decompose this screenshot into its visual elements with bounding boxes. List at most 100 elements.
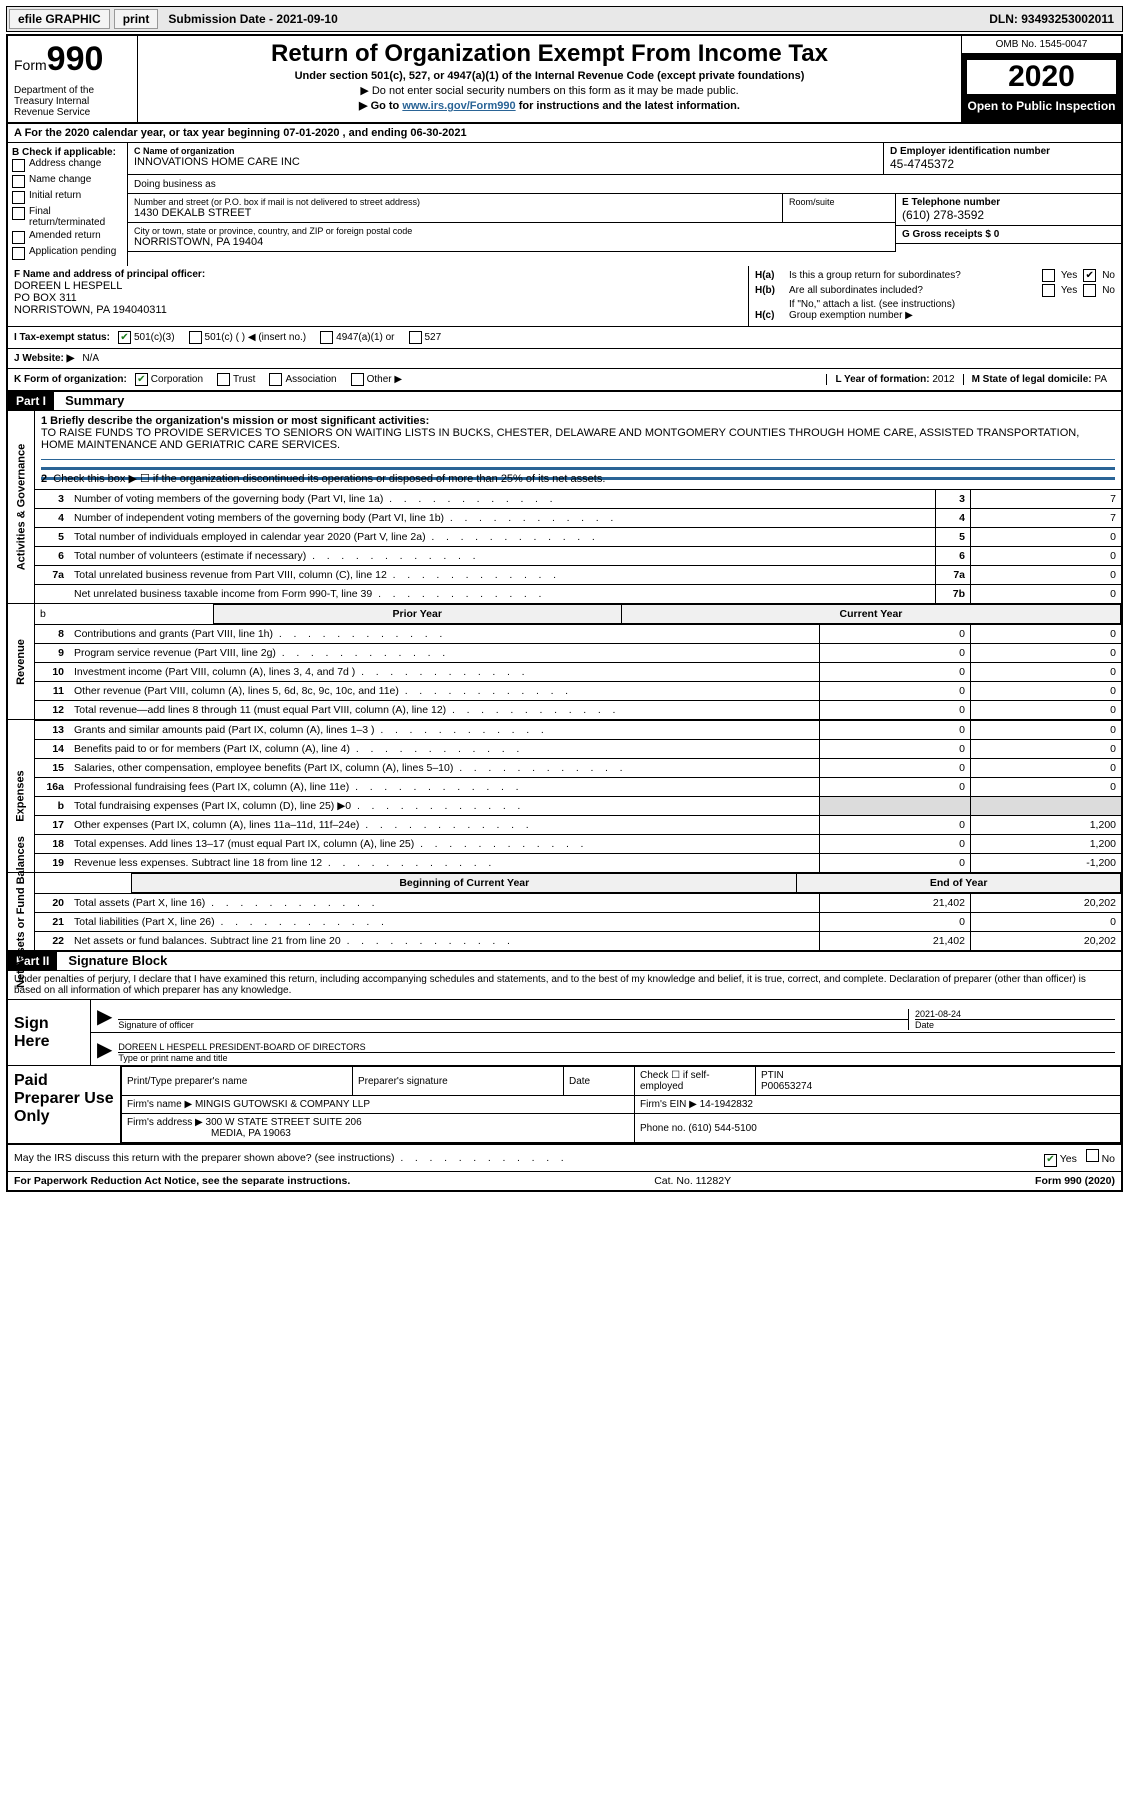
- officer-addr2: NORRISTOWN, PA 194040311: [14, 304, 742, 316]
- prep-name-label: Print/Type preparer's name: [122, 1067, 353, 1096]
- current-year-header: Current Year: [621, 605, 1120, 624]
- ein-value: 45-4745372: [890, 157, 1115, 171]
- part-i-title: Summary: [57, 391, 132, 410]
- hb-no-checkbox[interactable]: [1083, 284, 1096, 297]
- top-toolbar: efile GRAPHIC print Submission Date - 20…: [6, 6, 1123, 32]
- part-i-header: Part I: [8, 392, 54, 410]
- vtab-governance: Activities & Governance: [15, 444, 27, 571]
- officer-label: F Name and address of principal officer:: [14, 269, 742, 280]
- blank-lines: [41, 457, 1115, 460]
- footer-right: Form 990 (2020): [1035, 1175, 1115, 1187]
- table-row: Net unrelated business taxable income fr…: [35, 585, 1121, 604]
- checkbox-amended-return[interactable]: [12, 231, 25, 244]
- checkbox-name-change[interactable]: [12, 175, 25, 188]
- ha-yes-checkbox[interactable]: [1042, 269, 1055, 282]
- table-row: 5 Total number of individuals employed i…: [35, 528, 1121, 547]
- vtab-revenue: Revenue: [15, 639, 27, 685]
- checkbox-address-change[interactable]: [12, 159, 25, 172]
- instructions-link[interactable]: www.irs.gov/Form990: [402, 100, 515, 112]
- table-row: 20 Total assets (Part X, line 16) 21,402…: [35, 894, 1121, 913]
- sig-date-label: Date: [915, 1019, 1115, 1030]
- irs-discuss-text: May the IRS discuss this return with the…: [14, 1152, 395, 1164]
- table-row: 6 Total number of volunteers (estimate i…: [35, 547, 1121, 566]
- signature-arrow-icon: ▶: [97, 1004, 112, 1029]
- telephone-label: E Telephone number: [902, 197, 1115, 208]
- part-ii-title: Signature Block: [60, 951, 175, 970]
- firm-name-value: MINGIS GUTOWSKI & COMPANY LLP: [195, 1099, 370, 1110]
- ha-no-checkbox[interactable]: ✔: [1083, 269, 1096, 282]
- korg-corporation-checkbox[interactable]: ✔: [135, 373, 148, 386]
- table-row: 16a Professional fundraising fees (Part …: [35, 778, 1121, 797]
- dln-label: DLN: 93493253002011: [981, 10, 1122, 28]
- korg-other-checkbox[interactable]: [351, 373, 364, 386]
- table-row: b Total fundraising expenses (Part IX, c…: [35, 797, 1121, 816]
- officer-name: DOREEN L HESPELL: [14, 280, 742, 292]
- department-label: Department of the Treasury Internal Reve…: [14, 85, 131, 118]
- form-subtitle-1: Under section 501(c), 527, or 4947(a)(1)…: [144, 70, 955, 82]
- telephone-value: (610) 278-3592: [902, 208, 1115, 222]
- street-value: 1430 DEKALB STREET: [134, 207, 776, 219]
- block-b-checkboxes: B Check if applicable: Address change Na…: [8, 143, 128, 266]
- phone-value: (610) 544-5100: [688, 1123, 756, 1134]
- table-row: 9 Program service revenue (Part VIII, li…: [35, 644, 1121, 663]
- table-row: 12 Total revenue—add lines 8 through 11 …: [35, 701, 1121, 720]
- org-name-label: C Name of organization: [134, 146, 877, 156]
- checkbox-final-return[interactable]: [12, 207, 25, 220]
- status-4947-checkbox[interactable]: [320, 331, 333, 344]
- mission-text: TO RAISE FUNDS TO PROVIDE SERVICES TO SE…: [41, 427, 1115, 451]
- year-formation: 2012: [932, 374, 954, 385]
- prior-year-header: Prior Year: [213, 605, 621, 624]
- omb-number: OMB No. 1545-0047: [962, 36, 1121, 54]
- firm-addr-value: 300 W STATE STREET SUITE 206: [206, 1117, 362, 1128]
- ptin-value: P00653274: [761, 1081, 812, 1092]
- dba-label: Doing business as: [134, 179, 216, 190]
- table-row: 14 Benefits paid to or for members (Part…: [35, 740, 1121, 759]
- hb-yes-checkbox[interactable]: [1042, 284, 1055, 297]
- street-label: Number and street (or P.O. box if mail i…: [134, 197, 776, 207]
- prep-date-label: Date: [564, 1067, 635, 1096]
- table-row: 7a Total unrelated business revenue from…: [35, 566, 1121, 585]
- table-row: 21 Total liabilities (Part X, line 26) 0…: [35, 913, 1121, 932]
- city-label: City or town, state or province, country…: [134, 226, 889, 236]
- korg-trust-checkbox[interactable]: [217, 373, 230, 386]
- firm-ein-value: 14-1942832: [700, 1099, 753, 1110]
- mission-label: 1 Briefly describe the organization's mi…: [41, 415, 1115, 427]
- website-label: J Website: ▶: [14, 353, 74, 364]
- tax-year-range: A For the 2020 calendar year, or tax yea…: [8, 124, 1121, 143]
- hb-text: Are all subordinates included?: [789, 285, 1038, 296]
- table-row: 11 Other revenue (Part VIII, column (A),…: [35, 682, 1121, 701]
- sig-name-value: DOREEN L HESPELL PRESIDENT-BOARD OF DIRE…: [118, 1042, 1115, 1052]
- open-to-inspection: Open to Public Inspection: [962, 95, 1121, 117]
- hc-text: Group exemption number ▶: [789, 310, 1115, 321]
- form-org-label: K Form of organization:: [14, 374, 127, 385]
- status-501c-checkbox[interactable]: [189, 331, 202, 344]
- prep-self-employed: Check ☐ if self-employed: [635, 1067, 756, 1096]
- table-row: 19 Revenue less expenses. Subtract line …: [35, 854, 1121, 873]
- status-527-checkbox[interactable]: [409, 331, 422, 344]
- table-row: 13 Grants and similar amounts paid (Part…: [35, 721, 1121, 740]
- table-row: 10 Investment income (Part VIII, column …: [35, 663, 1121, 682]
- table-row: 8 Contributions and grants (Part VIII, l…: [35, 625, 1121, 644]
- korg-association-checkbox[interactable]: [269, 373, 282, 386]
- line2-text: Check this box ▶ ☐ if the organization d…: [53, 473, 605, 485]
- room-label: Room/suite: [789, 197, 889, 207]
- sig-date-value: 2021-08-24: [915, 1009, 1115, 1019]
- penalty-statement: Under penalties of perjury, I declare th…: [8, 971, 1121, 1000]
- print-button[interactable]: print: [114, 9, 159, 29]
- state-domicile: PA: [1094, 374, 1107, 385]
- sign-here-label: Sign Here: [8, 1000, 90, 1065]
- form-subtitle-3: ▶ Go to www.irs.gov/Form990 for instruct…: [144, 99, 955, 112]
- sig-officer-label: Signature of officer: [118, 1019, 908, 1030]
- checkbox-initial-return[interactable]: [12, 191, 25, 204]
- checkbox-application-pending[interactable]: [12, 247, 25, 260]
- status-501c3-checkbox[interactable]: ✔: [118, 331, 131, 344]
- vtab-netassets: Net Assets or Fund Balances: [15, 836, 27, 988]
- ha-text: Is this a group return for subordinates?: [789, 270, 1038, 281]
- discuss-yes-checkbox[interactable]: ✔: [1044, 1154, 1057, 1167]
- tax-status-label: I Tax-exempt status:: [14, 332, 110, 343]
- city-value: NORRISTOWN, PA 19404: [134, 236, 889, 248]
- submission-date: Submission Date - 2021-09-10: [160, 10, 345, 28]
- hb-note: If "No," attach a list. (see instruction…: [755, 299, 1115, 310]
- tax-year: 2020: [966, 59, 1117, 95]
- discuss-no-checkbox[interactable]: [1086, 1149, 1099, 1162]
